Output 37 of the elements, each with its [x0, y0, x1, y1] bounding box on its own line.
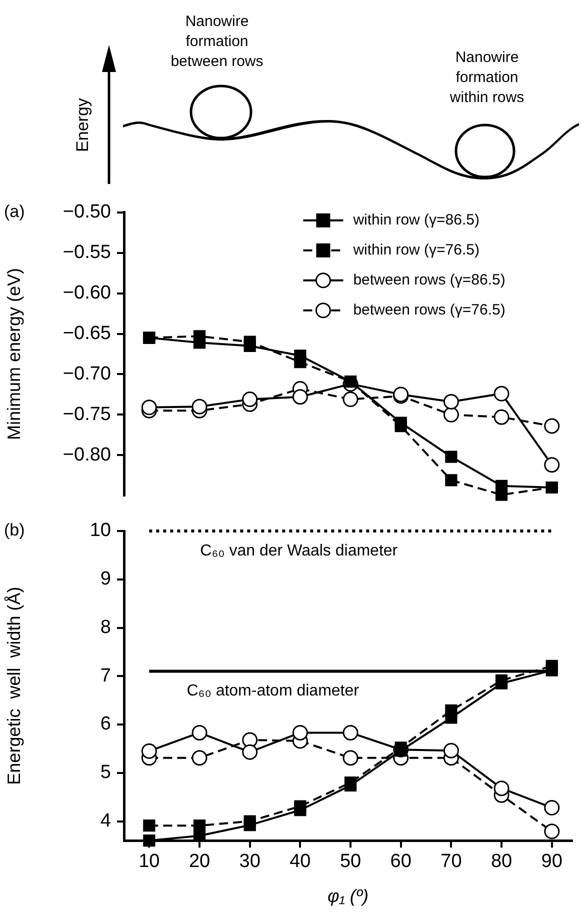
y-tick-label: −0.50	[62, 202, 111, 223]
y-tick-label: −0.60	[62, 282, 111, 304]
x-axis-title: φ₁ (º)	[328, 886, 368, 906]
y-tick-label: 10	[90, 520, 111, 542]
x-tick-label: 10	[138, 851, 160, 872]
chart-title: (b)	[4, 520, 25, 540]
y-tick-label: 4	[100, 810, 112, 832]
y-tick-label: −0.65	[62, 323, 111, 344]
x-tick-label: 40	[290, 851, 311, 872]
y-tick-label: 7	[100, 665, 111, 686]
legend-label: between rows (γ=86.5)	[353, 272, 506, 289]
chart-title: (a)	[4, 202, 25, 222]
y-axis-title: Energetic well width (Å)	[4, 586, 24, 785]
y-tick-label: −0.55	[62, 242, 111, 264]
text: Nanowire formation within rows	[448, 48, 526, 108]
y-tick-label: −0.75	[62, 404, 111, 425]
y-axis-title: Minimum energy (eV)	[4, 268, 24, 440]
legend-label: within row (γ=86.5)	[352, 212, 480, 229]
text: Energy	[73, 97, 93, 154]
x-tick-label: 30	[239, 851, 260, 872]
y-tick-label: 6	[100, 714, 111, 735]
ref-line-label: C₆₀ van der Waals diameter	[200, 542, 398, 560]
x-tick-label: 70	[440, 851, 462, 872]
x-tick-label: 20	[188, 851, 210, 872]
y-tick-label: −0.70	[62, 363, 111, 384]
text: Nanowire formation between rows	[170, 12, 264, 72]
y-tick-label: −0.80	[62, 444, 111, 466]
x-tick-label: 60	[390, 851, 412, 872]
legend-label: within row (γ=76.5)	[352, 242, 480, 259]
y-tick-label: 8	[100, 616, 111, 638]
legend-label: between rows (γ=76.5)	[353, 302, 506, 319]
x-tick-label: 80	[490, 851, 512, 872]
ref-line-label: C₆₀ atom-atom diameter	[186, 682, 360, 700]
y-tick-label: 9	[100, 568, 111, 590]
x-tick-label: 50	[340, 851, 362, 872]
x-tick-label: 90	[541, 851, 562, 872]
y-tick-label: 5	[100, 762, 111, 784]
